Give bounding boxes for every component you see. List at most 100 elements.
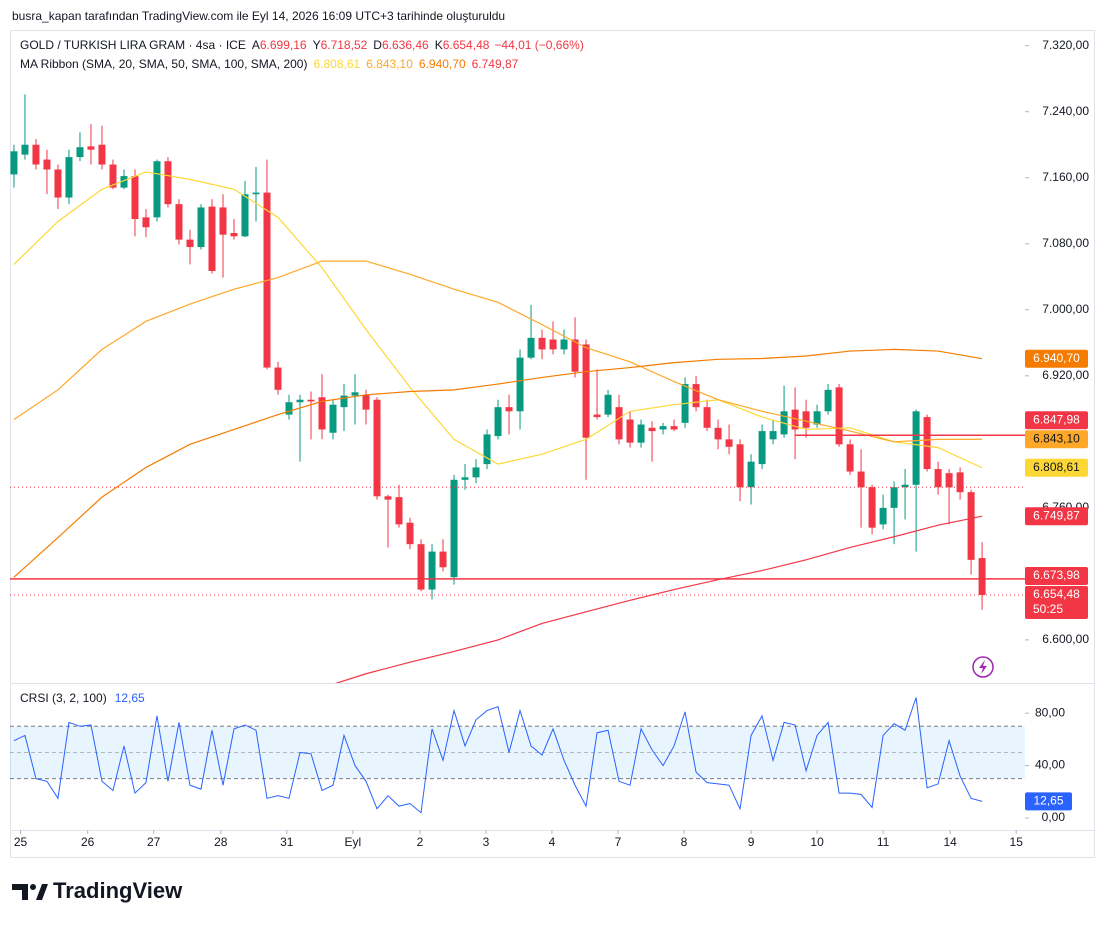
candle-body bbox=[32, 144, 40, 165]
candle-body bbox=[648, 427, 656, 432]
candle-body bbox=[318, 397, 326, 430]
x-tick-label: 31 bbox=[280, 835, 294, 849]
ma-line bbox=[13, 348, 983, 578]
crsi-line bbox=[13, 697, 983, 814]
candle-body bbox=[736, 444, 744, 488]
x-tick-label: 11 bbox=[877, 835, 890, 849]
candle-body bbox=[835, 387, 843, 445]
snapshot-caption: busra_kapan tarafından TradingView.com i… bbox=[12, 9, 505, 23]
candle-body bbox=[626, 419, 634, 443]
candle-body bbox=[813, 411, 821, 425]
ohlc-key: D bbox=[373, 38, 382, 52]
crsi-pane bbox=[10, 697, 1025, 814]
candle-body bbox=[549, 339, 557, 350]
price-box-label: 6.843,10 bbox=[1033, 431, 1080, 445]
candle-body bbox=[241, 194, 249, 237]
candle-body bbox=[868, 487, 876, 528]
candle-body bbox=[692, 384, 700, 408]
ohlc-key: A bbox=[252, 38, 260, 52]
candle-body bbox=[142, 217, 150, 228]
y-tick-label: 7.000,00 bbox=[1042, 302, 1089, 316]
price-box-label: 6.847,98 bbox=[1033, 412, 1080, 426]
candle-body bbox=[120, 176, 128, 188]
candle-body bbox=[670, 426, 678, 430]
candle-body bbox=[758, 431, 766, 465]
candle-body bbox=[747, 461, 755, 488]
candle-body bbox=[87, 146, 95, 150]
candle-body bbox=[417, 544, 425, 590]
candle-body bbox=[208, 206, 216, 271]
legend-ma: MA Ribbon (SMA, 20, SMA, 50, SMA, 100, S… bbox=[20, 57, 519, 71]
ma-line bbox=[335, 515, 983, 683]
candle-body bbox=[76, 147, 84, 158]
price-pane bbox=[10, 94, 1025, 683]
candle-body bbox=[186, 239, 194, 248]
candle-body bbox=[659, 426, 667, 430]
candle-body bbox=[10, 151, 18, 175]
candle-body bbox=[428, 551, 436, 590]
candle-body bbox=[967, 492, 975, 560]
crsi-value-box-label: 12,65 bbox=[1033, 794, 1063, 808]
candle-body bbox=[109, 164, 117, 188]
candle-body bbox=[923, 417, 931, 470]
candle-body bbox=[571, 339, 579, 372]
price-box bbox=[1025, 430, 1088, 449]
candle-body bbox=[769, 431, 777, 440]
x-tick-label: 4 bbox=[549, 835, 556, 849]
x-tick-label: 10 bbox=[810, 835, 824, 849]
x-tick-label: 9 bbox=[748, 835, 755, 849]
candle-body bbox=[582, 344, 590, 438]
candle-body bbox=[978, 558, 986, 595]
candle-body bbox=[483, 434, 491, 465]
ma-value: 6.843,10 bbox=[366, 57, 413, 71]
candle-body bbox=[395, 497, 403, 525]
x-tick-label: 8 bbox=[681, 835, 688, 849]
candle-body bbox=[879, 507, 887, 525]
candle-body bbox=[593, 414, 601, 418]
candle-body bbox=[21, 144, 29, 155]
price-box bbox=[1025, 507, 1088, 526]
price-box bbox=[1025, 566, 1088, 585]
candle-body bbox=[846, 444, 854, 472]
x-tick-label: 15 bbox=[1010, 835, 1024, 849]
ma-title: MA Ribbon (SMA, 20, SMA, 50, SMA, 100, S… bbox=[20, 57, 307, 71]
candle-body bbox=[637, 424, 645, 443]
x-tick-label: Eyl bbox=[344, 835, 361, 849]
candle-body bbox=[934, 469, 942, 488]
ohlc-key: K bbox=[435, 38, 443, 52]
candle-body bbox=[307, 399, 315, 402]
ma-value: 6.808,61 bbox=[313, 57, 360, 71]
x-tick-label: 2 bbox=[417, 835, 424, 849]
ma-line bbox=[13, 260, 983, 443]
price-box bbox=[1025, 349, 1088, 368]
price-box-label: 6.673,98 bbox=[1033, 568, 1080, 582]
candle-body bbox=[956, 472, 964, 493]
candle-body bbox=[285, 402, 293, 415]
x-tick-label: 25 bbox=[14, 835, 28, 849]
candle-body bbox=[527, 337, 535, 358]
candle-body bbox=[54, 169, 62, 198]
crsi-value: 12,65 bbox=[115, 691, 145, 705]
price-box bbox=[1025, 411, 1088, 430]
candle-body bbox=[230, 233, 238, 237]
price-box bbox=[1025, 458, 1088, 477]
candle-body bbox=[725, 439, 733, 447]
x-tick-label: 27 bbox=[147, 835, 161, 849]
y-tick-label: 7.080,00 bbox=[1042, 236, 1089, 250]
candle-body bbox=[461, 477, 469, 480]
candle-body bbox=[890, 487, 898, 508]
ma-value: 6.749,87 bbox=[472, 57, 519, 71]
ohlc-value: 6.636,46 bbox=[382, 38, 429, 52]
crsi-legend: CRSI (3, 2, 100) 12,65 bbox=[20, 691, 145, 705]
change-value: −44,01 (−0,66%) bbox=[494, 38, 583, 52]
candle-body bbox=[65, 157, 73, 198]
crsi-title: CRSI (3, 2, 100) bbox=[20, 691, 107, 705]
y-tick-label: 6.920,00 bbox=[1042, 368, 1089, 382]
candle-body bbox=[945, 473, 953, 488]
candle-body bbox=[824, 389, 832, 412]
ma-line bbox=[13, 171, 983, 469]
alert-icon[interactable] bbox=[972, 656, 994, 678]
price-box bbox=[1025, 585, 1088, 619]
